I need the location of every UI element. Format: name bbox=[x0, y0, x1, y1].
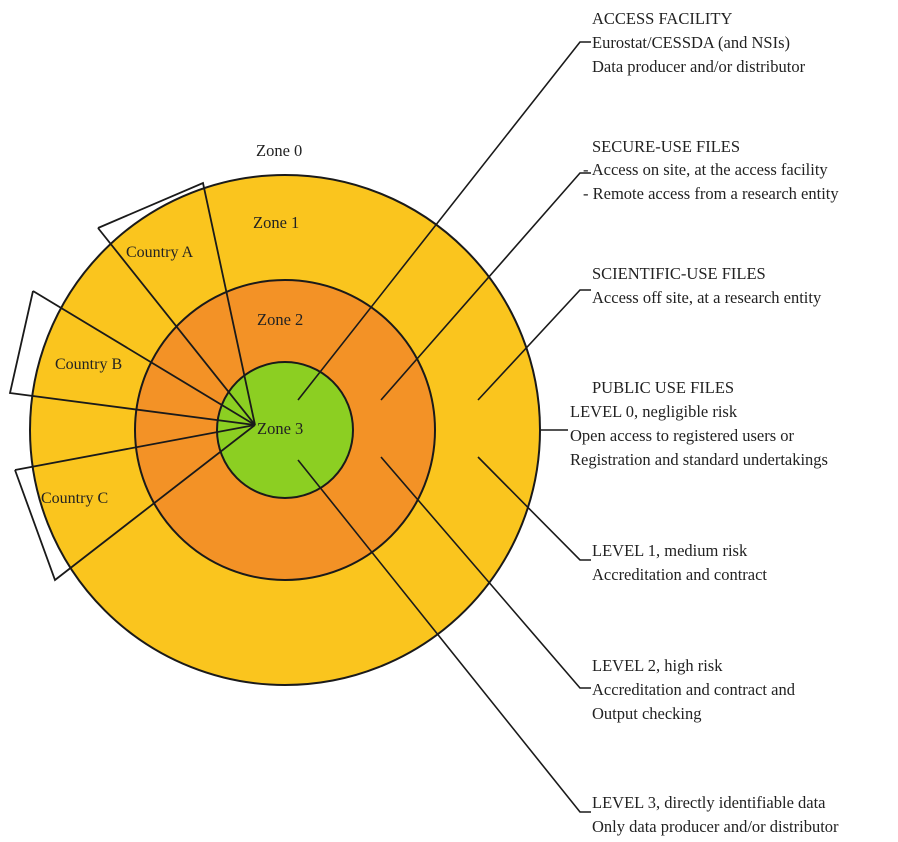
leader-access-facility bbox=[297, 41, 591, 401]
svg-text:SECURE-USE FILES: SECURE-USE FILES bbox=[592, 137, 740, 156]
zone-3-core bbox=[216, 361, 354, 499]
svg-text:Accreditation and contract and: Accreditation and contract and bbox=[592, 680, 796, 699]
svg-text:LEVEL 1, medium risk: LEVEL 1, medium risk bbox=[592, 541, 748, 560]
svg-text:LEVEL 0, negligible risk: LEVEL 0, negligible risk bbox=[570, 402, 738, 421]
annotation-access-facility: ACCESS FACILITY Eurostat/CESSDA (and NSI… bbox=[592, 9, 806, 76]
svg-text:Accreditation and contract: Accreditation and contract bbox=[592, 565, 767, 584]
svg-text:- Remote access from a researc: - Remote access from a research entity bbox=[583, 184, 839, 203]
leader-level2 bbox=[380, 456, 591, 689]
zone-2-label: Zone 2 bbox=[257, 310, 303, 329]
zone-0-label: Zone 0 bbox=[256, 141, 302, 160]
country-c-wedge bbox=[14, 424, 256, 582]
annotation-level3: LEVEL 3, directly identifiable data Only… bbox=[592, 793, 839, 836]
annotation-public-use: PUBLIC USE FILES LEVEL 0, negligible ris… bbox=[570, 378, 828, 469]
annotation-level2: LEVEL 2, high risk Accreditation and con… bbox=[592, 656, 796, 723]
svg-text:Data producer and/or distribut: Data producer and/or distributor bbox=[592, 57, 806, 76]
annotation-secure-use: SECURE-USE FILES - Access on site, at th… bbox=[583, 137, 839, 203]
leader-secure-use bbox=[380, 172, 591, 401]
country-a-label: Country A bbox=[126, 244, 194, 261]
svg-text:Only data producer and/or dist: Only data producer and/or distributor bbox=[592, 817, 839, 836]
svg-text:Open access to registered user: Open access to registered users or bbox=[570, 426, 795, 445]
svg-text:PUBLIC USE FILES: PUBLIC USE FILES bbox=[592, 378, 734, 397]
leader-scientific-use bbox=[477, 289, 591, 401]
svg-text:ACCESS FACILITY: ACCESS FACILITY bbox=[592, 9, 733, 28]
country-c-label: Country C bbox=[41, 490, 108, 507]
country-b-wedge bbox=[8, 290, 256, 426]
country-b-label: Country B bbox=[55, 356, 122, 373]
annotation-scientific-use: SCIENTIFIC-USE FILES Access off site, at… bbox=[592, 264, 822, 307]
annotation-level1: LEVEL 1, medium risk Accreditation and c… bbox=[592, 541, 767, 584]
svg-text:SCIENTIFIC-USE FILES: SCIENTIFIC-USE FILES bbox=[592, 264, 766, 283]
svg-text:LEVEL 3, directly identifiable: LEVEL 3, directly identifiable data bbox=[592, 793, 826, 812]
leader-level3 bbox=[297, 459, 591, 813]
svg-text:LEVEL 2, high risk: LEVEL 2, high risk bbox=[592, 656, 723, 675]
svg-text:Registration and standard unde: Registration and standard undertakings bbox=[570, 450, 828, 469]
svg-text:- Access on site, at the acces: - Access on site, at the access facility bbox=[583, 160, 828, 179]
zone-1-label: Zone 1 bbox=[253, 213, 299, 232]
leader-level1 bbox=[477, 456, 591, 561]
svg-text:Eurostat/CESSDA (and NSIs): Eurostat/CESSDA (and NSIs) bbox=[592, 33, 790, 52]
zone-3-label: Zone 3 bbox=[257, 419, 303, 438]
svg-text:Access off site, at a research: Access off site, at a research entity bbox=[592, 288, 822, 307]
svg-text:Output checking: Output checking bbox=[592, 704, 702, 723]
country-a-wedge bbox=[97, 181, 256, 426]
